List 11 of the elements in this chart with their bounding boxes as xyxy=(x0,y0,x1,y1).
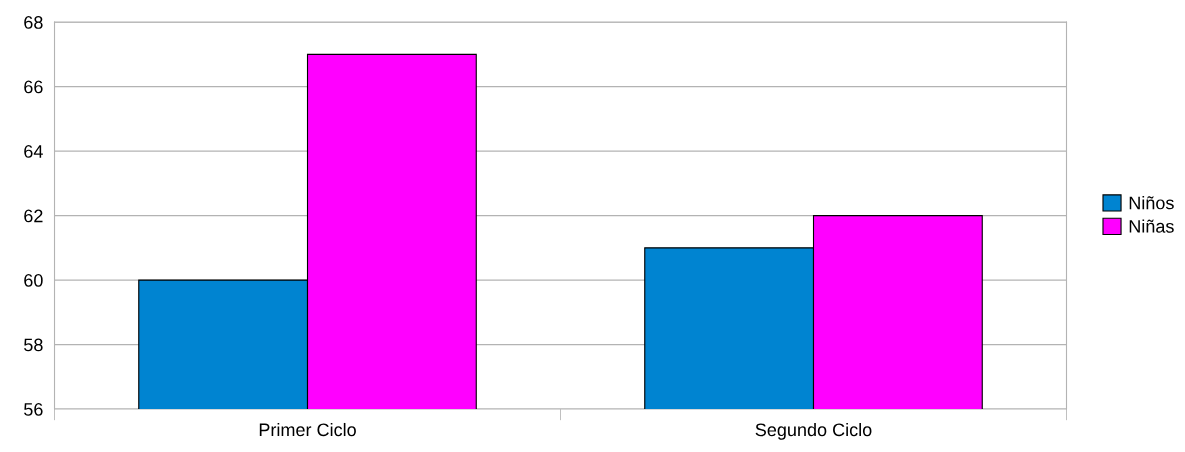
y-tick-label: 56 xyxy=(24,402,43,416)
y-tick-label: 62 xyxy=(24,209,43,223)
y-tick-label: 60 xyxy=(24,274,43,287)
legend-label: Niñas xyxy=(1129,219,1174,233)
y-tick-label: 68 xyxy=(24,16,43,29)
x-tick-label: Primer Ciclo xyxy=(259,422,356,437)
y-tick-label: 66 xyxy=(24,80,43,94)
legend-label: Niños xyxy=(1129,196,1174,210)
y-tick-label: 64 xyxy=(24,145,43,158)
y-tick-label: 58 xyxy=(24,338,43,352)
x-tick-label: Segundo Ciclo xyxy=(755,422,872,440)
